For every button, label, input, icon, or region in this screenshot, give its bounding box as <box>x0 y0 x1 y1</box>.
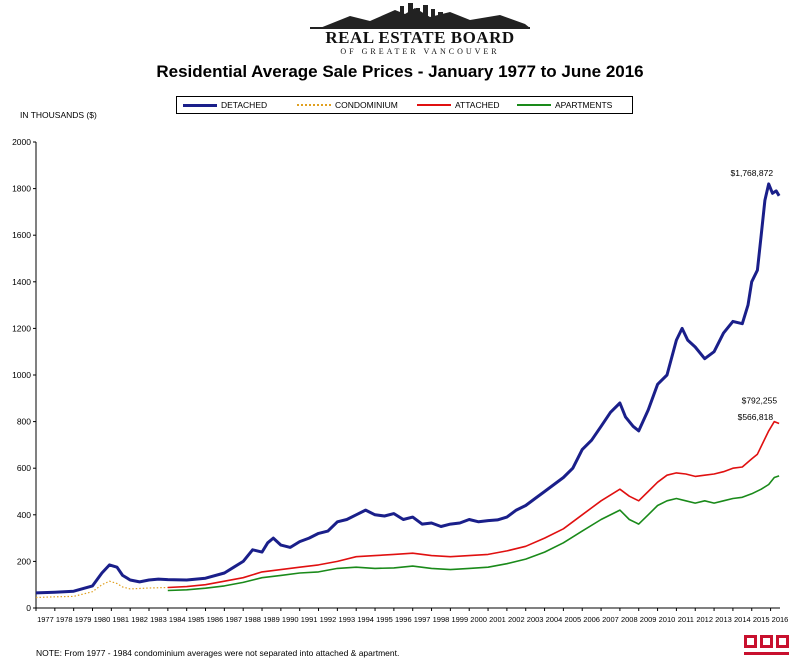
x-tick-label: 1987 <box>225 615 242 624</box>
x-tick-label: 2002 <box>508 615 525 624</box>
chart-title: Residential Average Sale Prices - Januar… <box>156 62 644 81</box>
chart-legend: DETACHED CONDOMINIUM ATTACHED APARTMENTS <box>176 96 633 114</box>
x-tick-label: 1991 <box>301 615 318 624</box>
footnote: NOTE: From 1977 - 1984 condominium avera… <box>36 648 400 658</box>
legend-item-attached: ATTACHED <box>417 97 500 113</box>
y-tick-label: 1200 <box>12 323 31 333</box>
x-tick-label: 1981 <box>112 615 129 624</box>
x-tick-label: 1986 <box>207 615 224 624</box>
x-tick-label: 2015 <box>753 615 770 624</box>
annotation-detached: $1,768,872 <box>731 168 774 178</box>
legend-item-apartments: APARTMENTS <box>517 97 612 113</box>
legend-label-condominium: CONDOMINIUM <box>335 100 398 110</box>
x-tick-label: 2001 <box>489 615 506 624</box>
y-axis-unit-label: IN THOUSANDS ($) <box>20 110 97 120</box>
legend-label-apartments: APARTMENTS <box>555 100 613 110</box>
series-line-attached <box>167 420 780 589</box>
x-tick-label: 1994 <box>357 615 374 624</box>
legend-swatch-detached <box>183 103 217 107</box>
legend-item-detached: DETACHED <box>183 97 267 113</box>
brand-logo: REAL ESTATE BOARD OF GREATER VANCOUVER <box>300 2 540 56</box>
x-tick-label: 2005 <box>564 615 581 624</box>
annotation-apartments: $566,818 <box>738 412 774 422</box>
x-tick-label: 1980 <box>94 615 111 624</box>
x-tick-label: 1990 <box>282 615 299 624</box>
y-tick-label: 2000 <box>12 137 31 147</box>
x-tick-label: 1999 <box>451 615 468 624</box>
legend-swatch-attached <box>417 104 451 106</box>
x-tick-label: 2012 <box>696 615 713 624</box>
x-tick-label: 1978 <box>56 615 73 624</box>
x-tick-label: 2013 <box>715 615 732 624</box>
y-tick-label: 1800 <box>12 184 31 194</box>
legend-label-detached: DETACHED <box>221 100 268 110</box>
x-tick-label: 1988 <box>244 615 261 624</box>
x-tick-label: 1992 <box>320 615 337 624</box>
series-line-detached <box>35 182 781 595</box>
x-tick-label: 2010 <box>659 615 676 624</box>
brand-name: REAL ESTATE BOARD <box>325 28 515 47</box>
legend-item-condominium: CONDOMINIUM <box>297 97 398 113</box>
x-tick-label: 1977 <box>37 615 54 624</box>
x-tick-label: 1993 <box>338 615 355 624</box>
x-tick-label: 2016 <box>772 615 789 624</box>
y-tick-label: 1600 <box>12 230 31 240</box>
x-tick-label: 1982 <box>131 615 148 624</box>
x-tick-label: 2014 <box>734 615 751 624</box>
series-line-condominium <box>35 580 168 599</box>
x-tick-label: 1985 <box>188 615 205 624</box>
x-tick-label: 2004 <box>546 615 563 624</box>
x-tick-label: 2003 <box>527 615 544 624</box>
x-tick-label: 2009 <box>640 615 657 624</box>
legend-swatch-condominium <box>297 104 331 106</box>
x-tick-label: 1984 <box>169 615 186 624</box>
brand-subtitle: OF GREATER VANCOUVER <box>340 47 500 56</box>
series-line-apartments <box>167 475 780 592</box>
x-tick-label: 2000 <box>470 615 487 624</box>
y-tick-label: 1000 <box>12 370 31 380</box>
y-tick-label: 600 <box>17 463 31 473</box>
legend-label-attached: ATTACHED <box>455 100 500 110</box>
x-tick-label: 2011 <box>678 615 694 624</box>
y-tick-label: 1400 <box>12 277 31 287</box>
x-tick-label: 2008 <box>621 615 638 624</box>
x-tick-label: 1997 <box>414 615 431 624</box>
x-tick-label: 1996 <box>395 615 412 624</box>
x-tick-label: 1979 <box>75 615 92 624</box>
x-tick-label: 1995 <box>376 615 393 624</box>
x-tick-label: 1998 <box>433 615 450 624</box>
y-tick-label: 400 <box>17 510 31 520</box>
y-tick-label: 200 <box>17 556 31 566</box>
x-tick-label: 2006 <box>583 615 600 624</box>
x-tick-label: 1989 <box>263 615 280 624</box>
y-tick-label: 800 <box>17 417 31 427</box>
y-tick-label: 0 <box>26 603 31 613</box>
x-tick-label: 1983 <box>150 615 167 624</box>
skyline-icon <box>310 3 530 29</box>
x-tick-label: 2007 <box>602 615 619 624</box>
legend-swatch-apartments <box>517 104 551 106</box>
annotation-attached: $792,255 <box>742 395 778 405</box>
mls-logo <box>742 633 792 659</box>
